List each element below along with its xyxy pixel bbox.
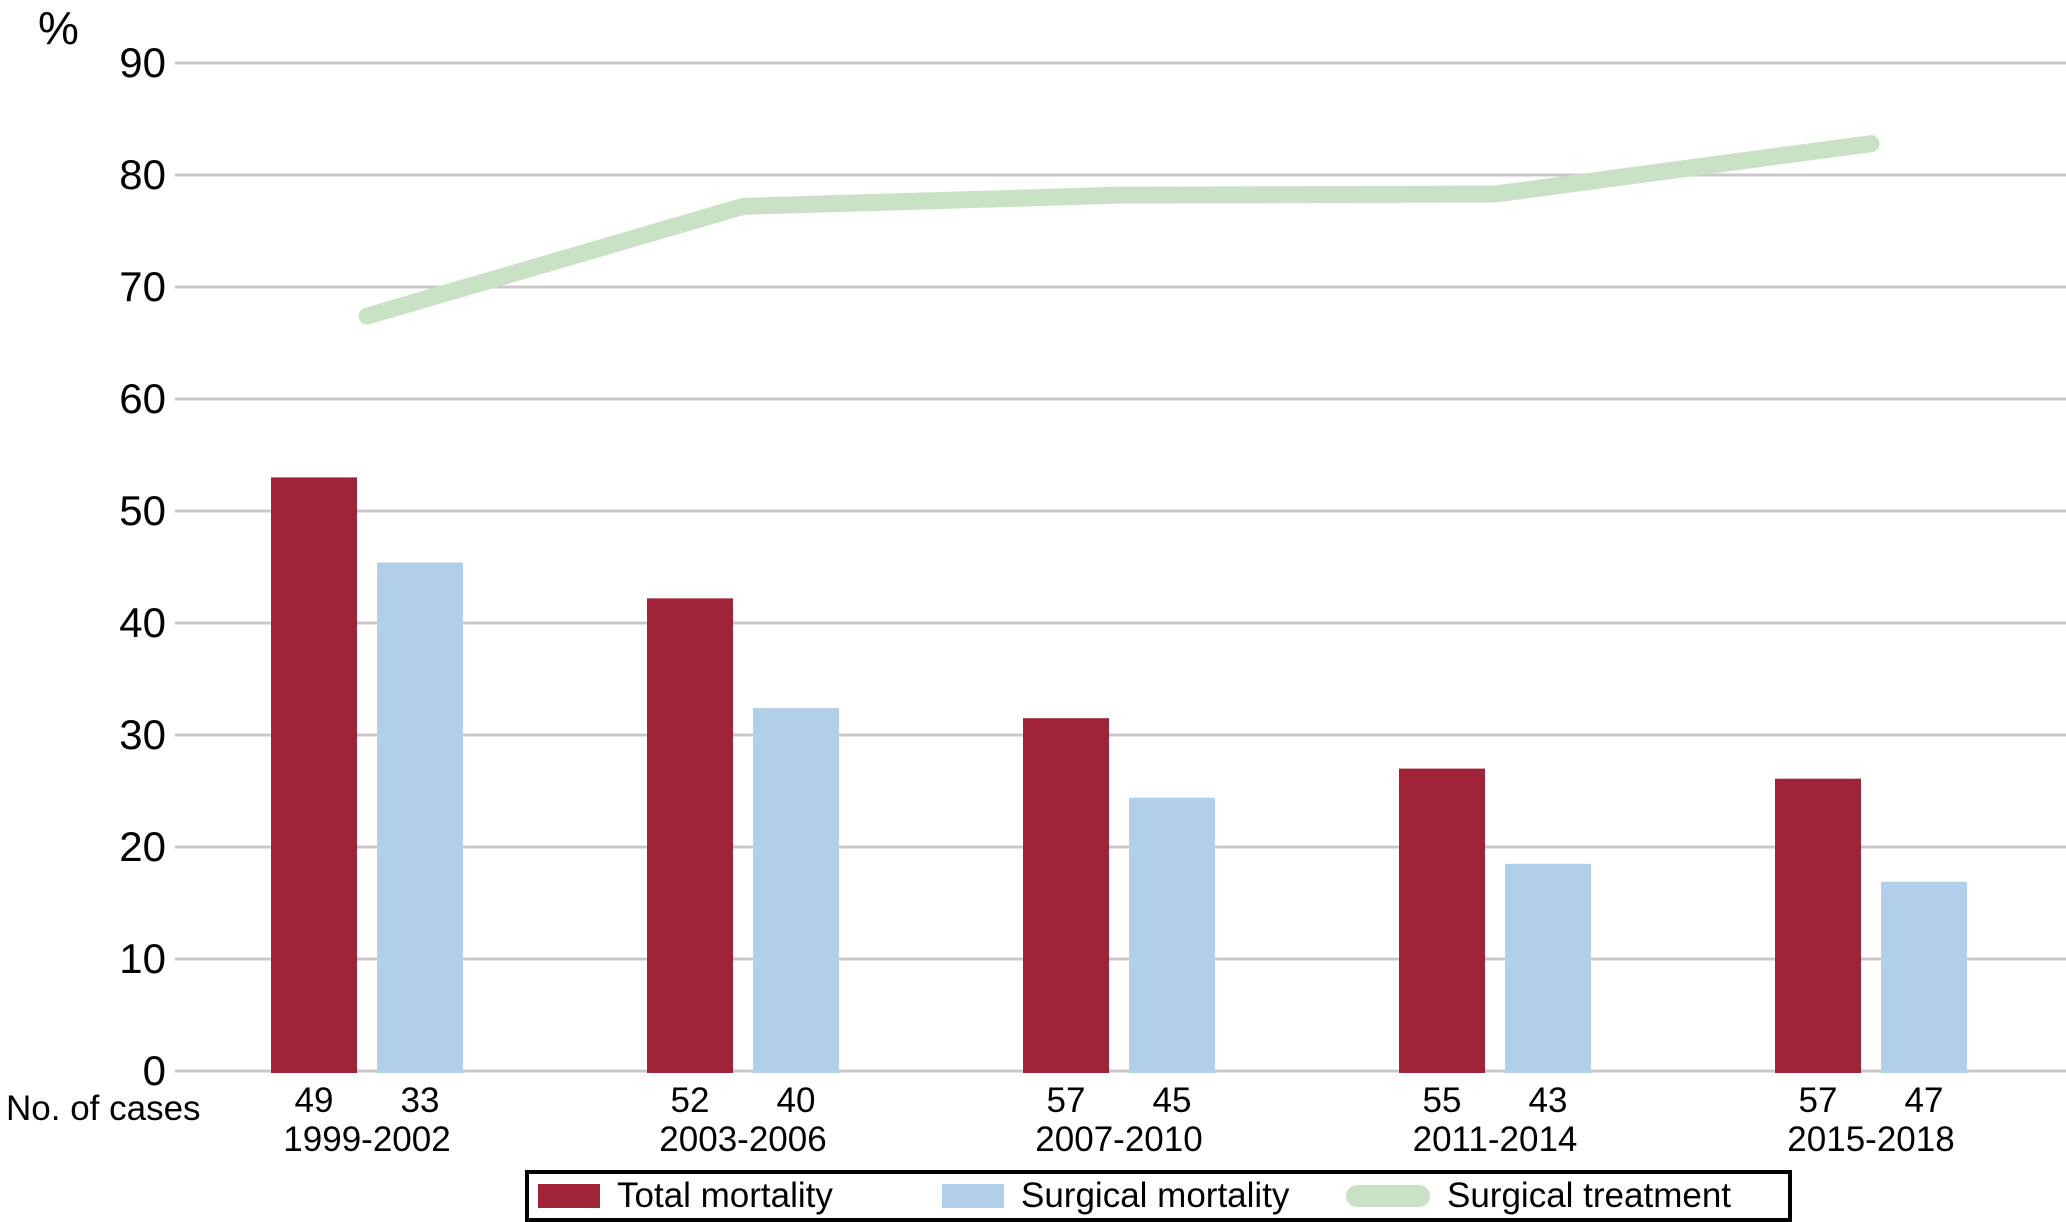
cases-row-label: No. of cases xyxy=(6,1089,201,1128)
cases-count-total-mortality: 57 xyxy=(1798,1081,1838,1120)
bar-total-mortality-2007-2010 xyxy=(1023,718,1109,1073)
bar-total-mortality-2011-2014 xyxy=(1399,768,1485,1073)
legend-swatch-bar-icon xyxy=(942,1184,1004,1208)
category-label-2007-2010: 2007-2010 xyxy=(1035,1120,1203,1159)
y-tick-label-50: 50 xyxy=(119,487,166,534)
category-label-2003-2006: 2003-2006 xyxy=(659,1120,827,1159)
y-tick-label-80: 80 xyxy=(119,151,166,198)
bar-surgical-mortality-2007-2010 xyxy=(1129,797,1215,1073)
category-label-2011-2014: 2011-2014 xyxy=(1412,1120,1578,1159)
cases-count-surgical-mortality: 47 xyxy=(1904,1081,1944,1120)
line-surgical-treatment xyxy=(358,135,1880,325)
y-tick-label-30: 30 xyxy=(119,711,166,758)
y-tick-label-10: 10 xyxy=(119,935,166,982)
cases-count-total-mortality: 52 xyxy=(670,1081,710,1120)
cases-count-surgical-mortality: 40 xyxy=(776,1081,816,1120)
y-axis-unit-label: % xyxy=(38,2,79,54)
legend-swatch-bar-icon xyxy=(538,1184,600,1208)
bar-total-mortality-2003-2006 xyxy=(647,598,733,1073)
y-tick-label-0: 0 xyxy=(142,1047,166,1094)
legend-entry-surgical-treatment: Surgical treatment xyxy=(1346,1174,1731,1218)
bar-surgical-mortality-2015-2018 xyxy=(1881,881,1967,1073)
legend-label: Total mortality xyxy=(617,1176,833,1215)
bar-surgical-mortality-2011-2014 xyxy=(1505,863,1591,1073)
legend-label: Surgical mortality xyxy=(1021,1176,1290,1215)
bar-total-mortality-2015-2018 xyxy=(1775,778,1861,1073)
cases-count-total-mortality: 55 xyxy=(1422,1081,1462,1120)
legend-entry-total-mortality: Total mortality xyxy=(538,1174,833,1218)
y-tick-label-70: 70 xyxy=(119,263,166,310)
bar-total-mortality-1999-2002 xyxy=(271,477,357,1073)
legend-swatch-line-icon xyxy=(1346,1185,1430,1207)
y-tick-label-40: 40 xyxy=(119,599,166,646)
legend: Total mortality Surgical mortality Surgica… xyxy=(525,1170,1792,1222)
category-label-1999-2002: 1999-2002 xyxy=(283,1120,451,1159)
y-tick-label-20: 20 xyxy=(119,823,166,870)
cases-count-surgical-mortality: 43 xyxy=(1528,1081,1568,1120)
bar-surgical-mortality-2003-2006 xyxy=(753,708,839,1073)
y-tick-label-90: 90 xyxy=(119,39,166,86)
y-tick-label-60: 60 xyxy=(119,375,166,422)
cases-count-total-mortality: 49 xyxy=(294,1081,334,1120)
legend-entry-surgical-mortality: Surgical mortality xyxy=(942,1174,1289,1218)
bar-surgical-mortality-1999-2002 xyxy=(377,562,463,1073)
cases-count-surgical-mortality: 33 xyxy=(400,1081,440,1120)
legend-label: Surgical treatment xyxy=(1447,1176,1732,1215)
cases-count-total-mortality: 57 xyxy=(1046,1081,1086,1120)
category-label-2015-2018: 2015-2018 xyxy=(1787,1120,1955,1159)
cases-count-surgical-mortality: 45 xyxy=(1152,1081,1192,1120)
